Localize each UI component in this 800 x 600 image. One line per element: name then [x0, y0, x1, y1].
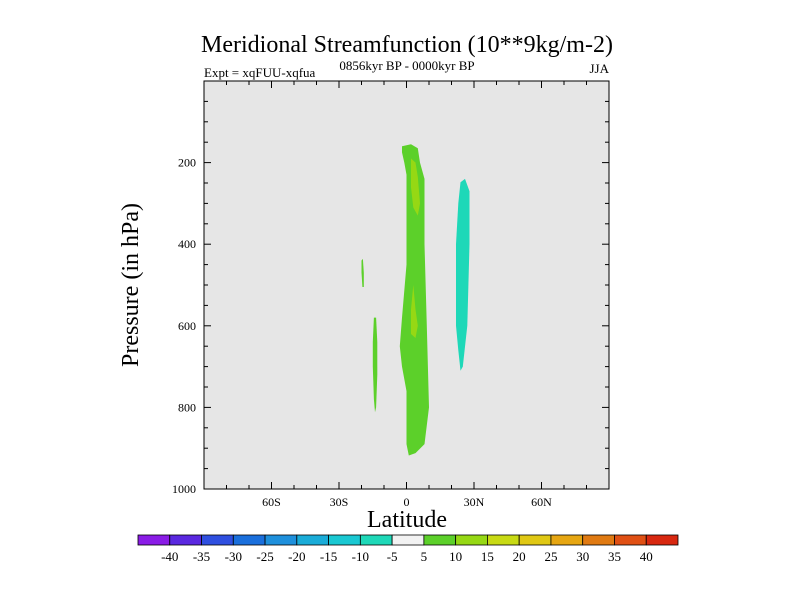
colorbar-label: -20: [288, 549, 305, 564]
colorbar-swatch: [328, 534, 361, 546]
time-range-label: 0856kyr BP - 0000kyr BP: [339, 58, 474, 73]
colorbar-label: -10: [352, 549, 369, 564]
season-label: JJA: [589, 61, 609, 76]
colorbar-label: 25: [544, 549, 557, 564]
contour-regions: [361, 144, 470, 456]
y-tick-label: 600: [178, 319, 196, 333]
colorbar-swatch: [550, 534, 584, 546]
colorbar-swatch: [169, 534, 202, 546]
colorbar-label: 35: [608, 549, 621, 564]
colorbar-swatch: [582, 534, 615, 546]
axis-tick-labels: 60S 30S 0 30N 60N 200 400 600 800 1000: [172, 156, 552, 509]
colorbar-label: -25: [256, 549, 273, 564]
colorbar-swatch: [296, 534, 329, 546]
colorbar-swatch: [137, 534, 171, 546]
axis-ticks: [203, 80, 610, 490]
x-tick-label: 0: [404, 495, 410, 509]
contour-region-positive-5-10-southern-strip: [372, 317, 378, 413]
colorbar-swatch: [455, 534, 488, 546]
colorbar-swatch: [359, 534, 393, 546]
colorbar-swatch: [391, 534, 425, 546]
x-tick-label: 60S: [262, 495, 281, 509]
x-tick-label: 60N: [531, 495, 552, 509]
colorbar-swatch: [201, 534, 234, 546]
colorbar-swatch: [518, 534, 552, 546]
colorbar: -40 -35 -30 -25 -20 -15 -10 -5 5 10 15 20 25 30 35 40: [137, 534, 679, 564]
colorbar-swatch: [614, 534, 647, 546]
colorbar-swatch: [264, 534, 298, 546]
x-tick-label: 30S: [330, 495, 349, 509]
colorbar-label: -35: [193, 549, 210, 564]
contour-region-positive-10-15-core-upper: [411, 158, 420, 216]
colorbar-label: 5: [421, 549, 428, 564]
colorbar-label: -15: [320, 549, 337, 564]
colorbar-label: 40: [640, 549, 653, 564]
x-axis-label: Latitude: [367, 507, 447, 533]
colorbar-swatch: [645, 534, 679, 546]
colorbar-label: -5: [387, 549, 398, 564]
colorbar-swatch: [232, 534, 266, 546]
contour-region-negative-5-10-northern-cell: [456, 178, 470, 371]
contour-region-positive-5-10-southern-sliver: [361, 258, 364, 287]
colorbar-swatch: [487, 534, 520, 546]
y-axis-label: Pressure (in hPa): [118, 203, 144, 367]
contour-region-positive-10-15-core-middle: [411, 285, 418, 338]
colorbar-label: 10: [449, 549, 462, 564]
colorbar-swatch: [423, 534, 457, 546]
colorbar-label: -30: [225, 549, 242, 564]
colorbar-label: -40: [161, 549, 178, 564]
y-tick-label: 200: [178, 156, 196, 170]
y-tick-label: 400: [178, 237, 196, 251]
experiment-label: Expt = xqFUU-xqfua: [204, 65, 316, 80]
chart-title: Meridional Streamfunction (10**9kg/m-2): [201, 32, 613, 58]
colorbar-label: 30: [576, 549, 589, 564]
y-tick-label: 1000: [172, 482, 196, 496]
colorbar-label: 20: [513, 549, 526, 564]
colorbar-label: 15: [481, 549, 494, 564]
y-tick-label: 800: [178, 400, 196, 414]
x-tick-label: 30N: [464, 495, 485, 509]
